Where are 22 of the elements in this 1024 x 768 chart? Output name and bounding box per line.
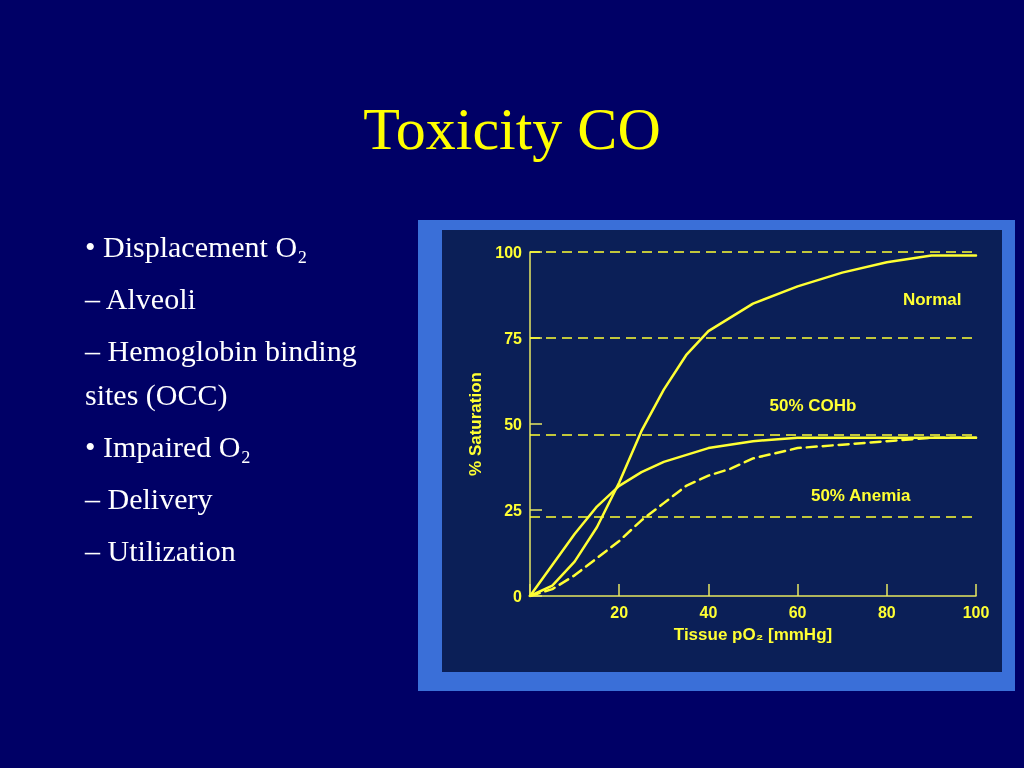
text: • Displacement O₂ [85,229,309,265]
x-tick-label: 100 [962,603,990,621]
text: 50% Anemia [810,485,912,505]
text: – Utilization [85,533,237,569]
x-tick-label: 40 [699,603,718,621]
x-axis-title: Tissue pO₂ [mmHg] [673,625,833,644]
y-tick-label: 25 [504,501,523,519]
text: – Hemoglobin binding sites (OCC) [85,333,358,413]
x-tick-label: 60 [788,603,807,621]
chart-title: Toxicity CO [362,95,662,164]
text: • Impaired O₂ [85,429,252,465]
x-tick-label: 80 [877,603,896,621]
series-label: 50% COHb [769,396,857,416]
y-tick-label: 50 [504,415,523,433]
text: – Delivery [85,481,214,517]
x-tick-label: 20 [610,603,629,621]
series-label: Normal [902,289,962,309]
y-tick-label: 0 [513,587,523,605]
y-tick-label: 100 [495,243,523,261]
text: – Alveoli [85,281,197,317]
y-axis-title: % Saturation [466,372,486,476]
y-tick-label: 75 [504,329,523,347]
